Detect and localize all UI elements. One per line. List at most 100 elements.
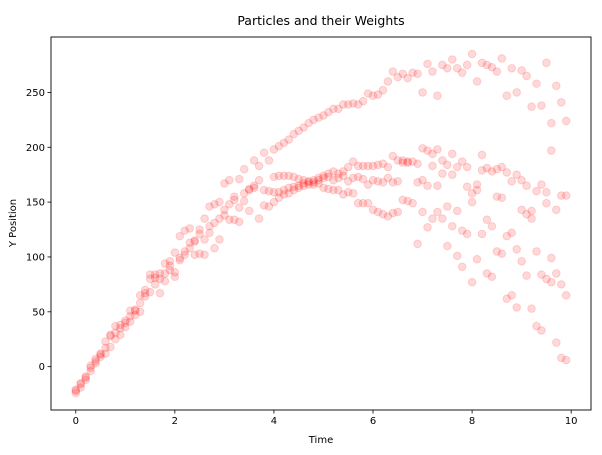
data-point [175, 231, 185, 241]
data-point [234, 217, 244, 227]
data-point [338, 171, 348, 181]
data-point [274, 187, 284, 197]
data-point [125, 306, 135, 316]
data-point [447, 221, 457, 231]
data-point [220, 179, 229, 188]
data-point [561, 355, 571, 365]
data-point [348, 189, 358, 198]
data-point [462, 182, 472, 192]
data-point [522, 209, 531, 219]
data-point [274, 141, 284, 151]
data-point [195, 249, 204, 258]
data-point [71, 385, 81, 395]
data-point [502, 168, 512, 177]
data-point [433, 181, 442, 190]
data-point [170, 268, 180, 277]
data-point [556, 353, 566, 363]
data-point [289, 185, 299, 195]
data-point [309, 175, 318, 185]
data-point [264, 202, 274, 211]
data-point [289, 172, 299, 182]
data-point [338, 190, 348, 199]
data-point [438, 169, 447, 178]
data-point [383, 77, 393, 86]
data-point [106, 342, 115, 352]
data-point [512, 88, 521, 97]
data-point [96, 350, 105, 359]
data-point [393, 156, 403, 165]
data-point [244, 185, 254, 195]
data-point [423, 146, 432, 155]
data-point [140, 288, 150, 298]
data-point [368, 175, 378, 185]
data-point [477, 229, 487, 239]
data-point [220, 205, 229, 215]
data-point [180, 250, 190, 260]
data-point [398, 158, 408, 167]
data-point [502, 91, 512, 100]
data-point [314, 175, 323, 185]
data-point [457, 262, 467, 272]
data-point [388, 208, 398, 218]
data-point [487, 272, 497, 282]
data-point [145, 287, 155, 297]
data-point [116, 323, 125, 333]
data-point [309, 115, 318, 125]
data-point [249, 181, 259, 190]
data-point [393, 176, 403, 186]
data-point [338, 100, 348, 109]
data-point [140, 285, 150, 295]
data-point [408, 157, 417, 166]
data-point [319, 183, 328, 193]
data-point [373, 207, 383, 217]
data-point [279, 190, 289, 199]
data-point [101, 349, 110, 358]
data-point [413, 239, 422, 249]
data-point [215, 197, 224, 207]
data-point [106, 331, 115, 341]
data-point [462, 162, 472, 172]
data-point [135, 291, 145, 300]
data-point [413, 178, 422, 187]
data-point [507, 291, 517, 300]
data-point [96, 349, 105, 358]
y-tick-label: 150 [26, 198, 45, 209]
data-point [334, 104, 343, 114]
data-point [116, 330, 125, 340]
data-point [130, 310, 140, 320]
data-point [299, 179, 308, 188]
data-point [279, 171, 289, 181]
data-point [383, 162, 393, 172]
data-point [284, 171, 294, 181]
data-point [234, 203, 244, 212]
data-point [71, 386, 81, 396]
data-point [314, 173, 323, 183]
data-point [452, 162, 462, 172]
y-axis: 0 50 100 150 200 250 [26, 88, 51, 373]
data-point [81, 372, 90, 381]
data-point [289, 182, 299, 192]
data-point [438, 214, 447, 223]
data-point [309, 180, 318, 189]
y-tick-label: 100 [26, 252, 45, 263]
data-point [452, 251, 462, 261]
data-point [324, 107, 333, 117]
data-point [304, 176, 313, 186]
data-point [145, 274, 155, 284]
data-point [378, 209, 388, 219]
data-point [547, 146, 556, 155]
data-point [502, 231, 512, 241]
data-point [482, 269, 492, 278]
data-point [482, 163, 492, 173]
data-point [487, 167, 497, 176]
data-point [368, 91, 378, 100]
data-point [393, 207, 403, 217]
data-point [467, 49, 477, 59]
data-point [413, 159, 422, 169]
data-point [403, 158, 412, 167]
data-point [170, 248, 180, 257]
data-point [443, 202, 452, 211]
data-point [403, 196, 412, 206]
data-point [155, 288, 165, 298]
data-point [91, 354, 100, 364]
